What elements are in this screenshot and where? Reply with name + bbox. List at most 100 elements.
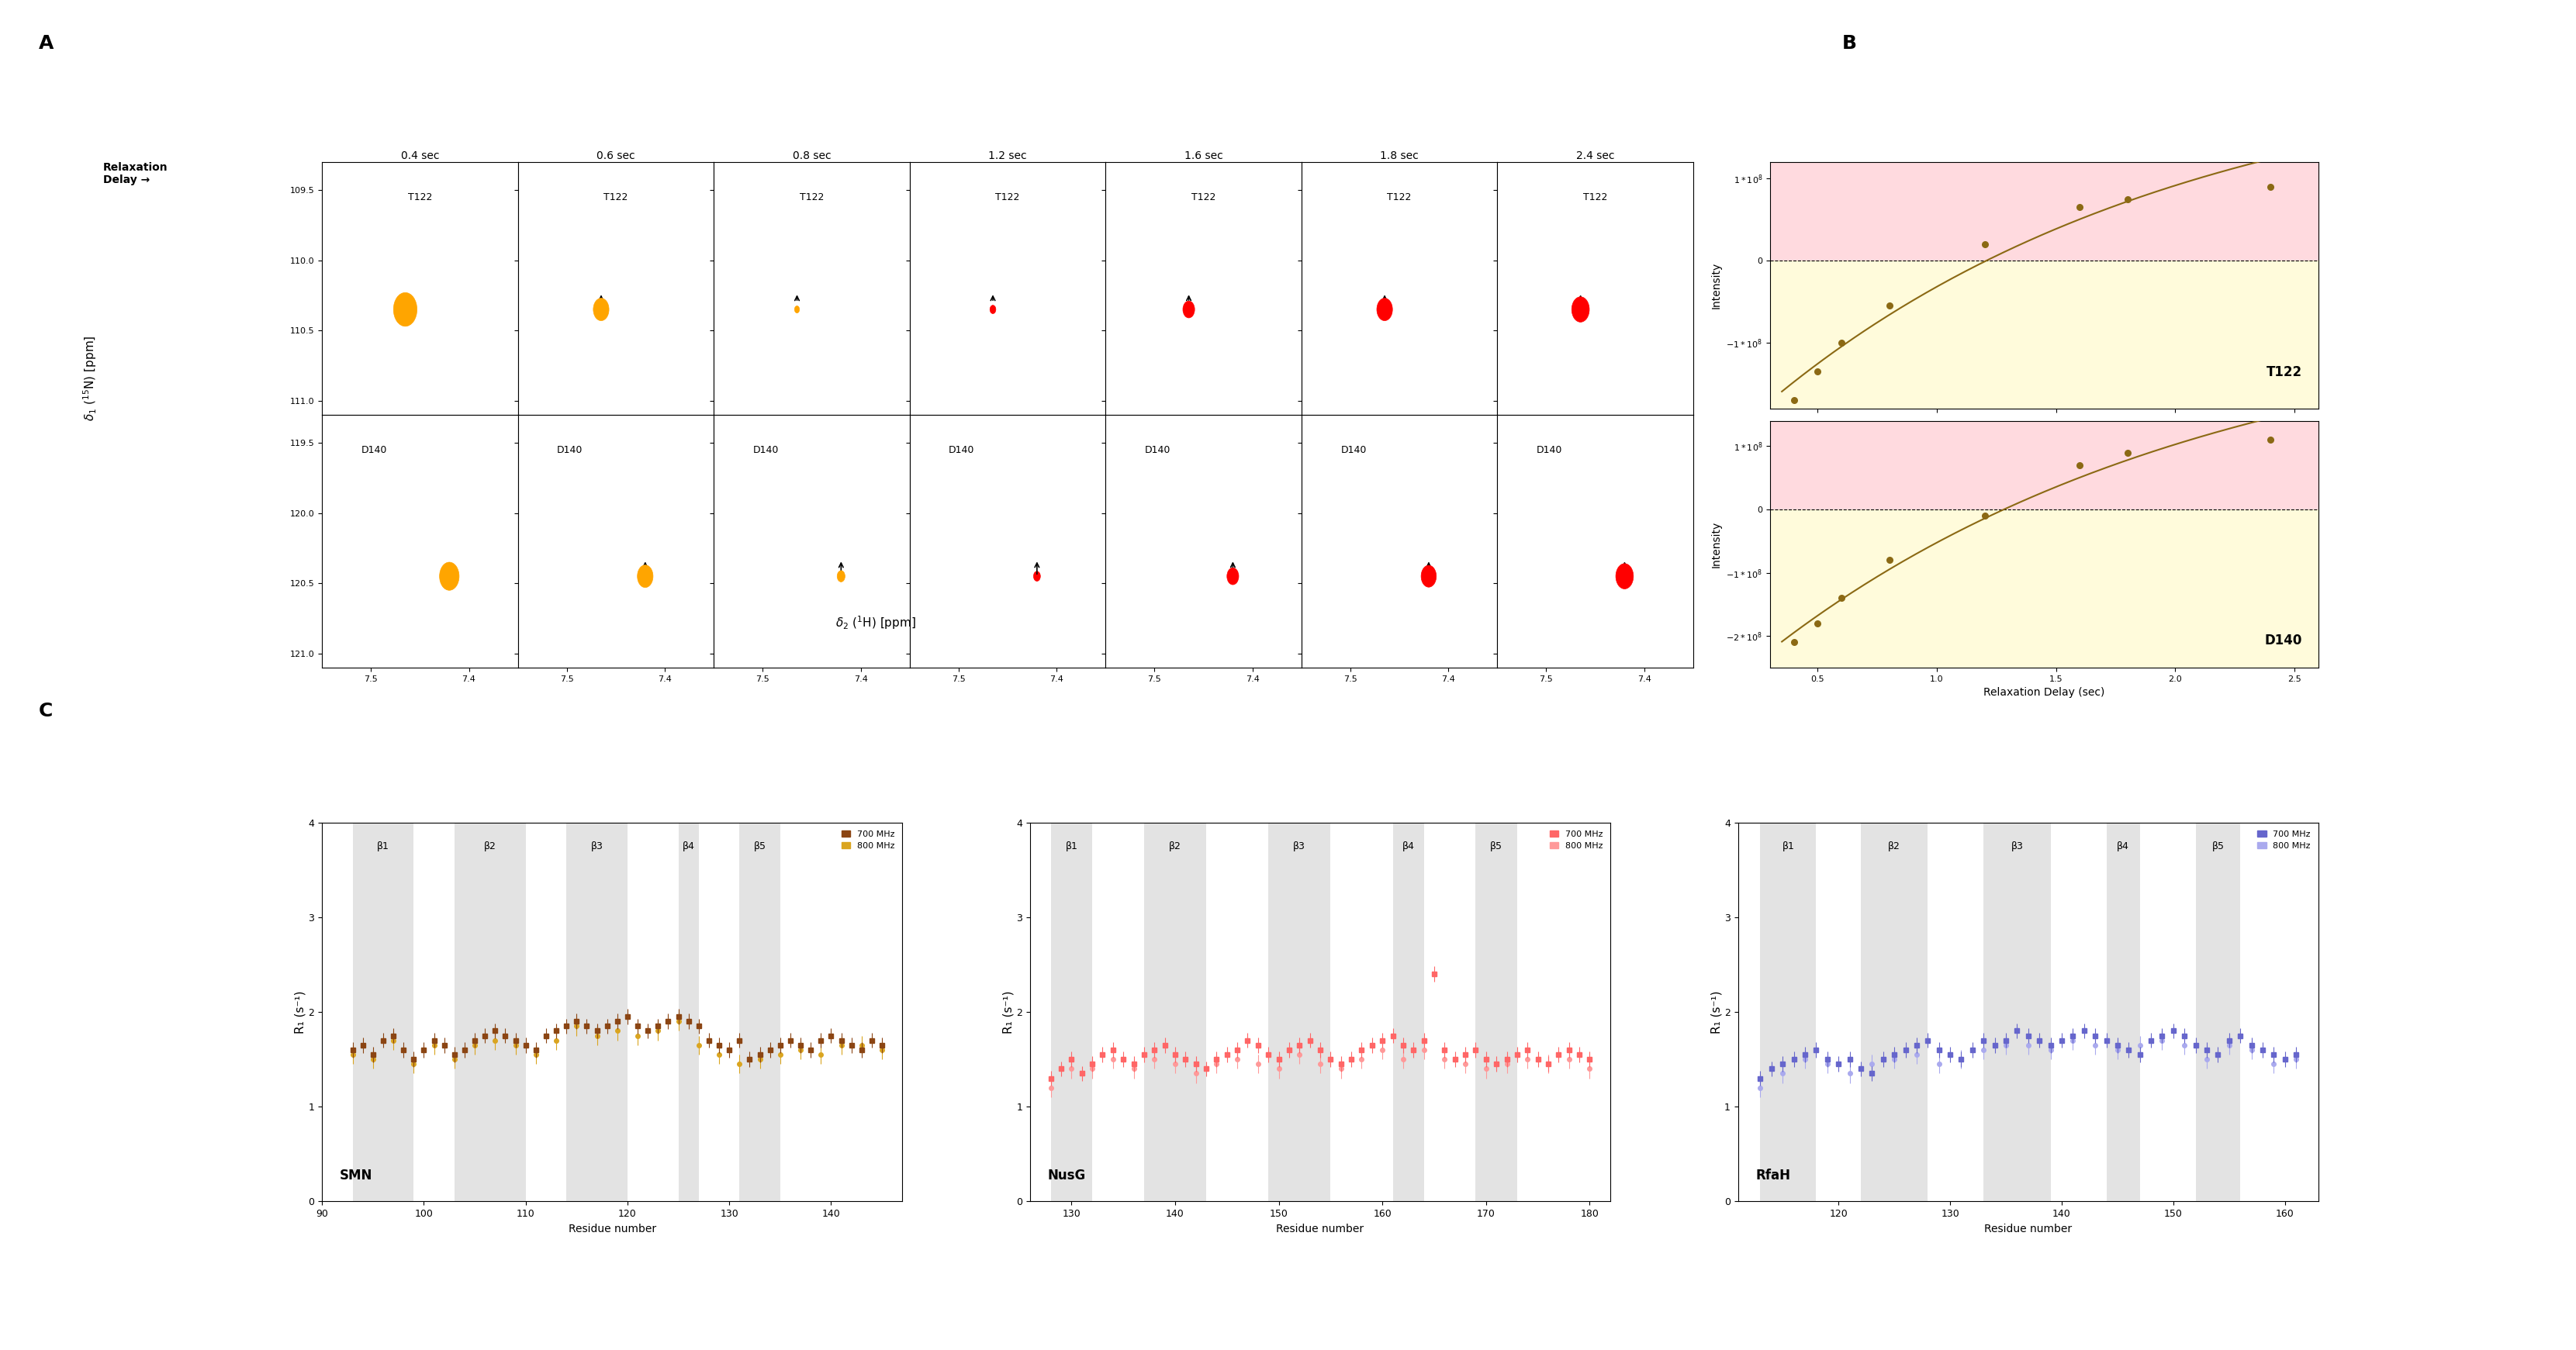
- Ellipse shape: [592, 298, 608, 321]
- Text: NusG: NusG: [1048, 1169, 1084, 1183]
- Y-axis label: Intensity: Intensity: [1710, 521, 1721, 567]
- Bar: [353, 822, 415, 1202]
- X-axis label: Residue number: Residue number: [1275, 1223, 1365, 1234]
- Legend: 700 MHz, 800 MHz: 700 MHz, 800 MHz: [2254, 826, 2313, 853]
- Ellipse shape: [989, 305, 997, 313]
- Ellipse shape: [1577, 305, 1584, 313]
- Ellipse shape: [1615, 563, 1633, 589]
- Bar: [2195, 822, 2241, 1202]
- Ellipse shape: [595, 301, 605, 317]
- Bar: [1144, 822, 1206, 1202]
- Bar: [567, 822, 629, 1202]
- Text: β5: β5: [1489, 841, 1502, 850]
- Ellipse shape: [1623, 574, 1628, 579]
- Ellipse shape: [1231, 574, 1234, 578]
- Bar: [1770, 154, 2318, 261]
- Text: D140: D140: [556, 446, 582, 455]
- Ellipse shape: [641, 572, 649, 580]
- Text: D140: D140: [948, 446, 974, 455]
- Text: β4: β4: [1401, 841, 1414, 850]
- Ellipse shape: [1422, 568, 1435, 585]
- Point: [1772, 632, 1814, 653]
- Bar: [1770, 509, 2318, 687]
- Text: Relaxation
Delay →: Relaxation Delay →: [103, 162, 167, 185]
- Ellipse shape: [1571, 297, 1589, 323]
- Ellipse shape: [837, 571, 845, 582]
- Point: [1798, 613, 1839, 634]
- Point: [2058, 455, 2099, 477]
- Bar: [1394, 822, 1425, 1202]
- Text: β2: β2: [1170, 841, 1182, 850]
- Title: 1.8 sec: 1.8 sec: [1381, 150, 1419, 161]
- Ellipse shape: [1574, 300, 1587, 319]
- Text: T122: T122: [407, 192, 433, 202]
- Ellipse shape: [394, 293, 417, 327]
- Point: [1821, 332, 1862, 354]
- Title: 0.6 sec: 0.6 sec: [598, 150, 636, 161]
- Bar: [2107, 822, 2141, 1202]
- Ellipse shape: [1422, 566, 1437, 587]
- Bar: [1984, 822, 2050, 1202]
- Text: D140: D140: [1535, 446, 1561, 455]
- Ellipse shape: [837, 572, 845, 580]
- Title: 2.4 sec: 2.4 sec: [1577, 150, 1615, 161]
- Text: T122: T122: [2267, 365, 2303, 379]
- Ellipse shape: [448, 574, 451, 578]
- Text: C: C: [39, 702, 54, 721]
- Ellipse shape: [992, 306, 994, 312]
- Ellipse shape: [402, 304, 410, 315]
- Ellipse shape: [1620, 570, 1631, 583]
- Ellipse shape: [443, 568, 456, 585]
- Point: [1821, 587, 1862, 609]
- Ellipse shape: [1185, 305, 1193, 313]
- X-axis label: Relaxation Delay (sec): Relaxation Delay (sec): [1984, 687, 2105, 698]
- Text: β1: β1: [1783, 841, 1795, 850]
- Text: β4: β4: [683, 841, 696, 850]
- X-axis label: Residue number: Residue number: [569, 1223, 657, 1234]
- X-axis label: Residue number: Residue number: [1984, 1223, 2071, 1234]
- Ellipse shape: [1381, 304, 1388, 315]
- Ellipse shape: [1620, 571, 1628, 580]
- Ellipse shape: [793, 306, 799, 313]
- Point: [2249, 176, 2290, 197]
- Y-axis label: R₁ (s⁻¹): R₁ (s⁻¹): [1002, 991, 1015, 1034]
- Text: $\delta_2$ ($^1$H) [ppm]: $\delta_2$ ($^1$H) [ppm]: [835, 614, 917, 630]
- Ellipse shape: [644, 574, 647, 579]
- Ellipse shape: [1378, 301, 1391, 317]
- Text: β3: β3: [2012, 841, 2022, 850]
- Text: β5: β5: [2213, 841, 2223, 850]
- Title: 1.6 sec: 1.6 sec: [1185, 150, 1224, 161]
- Point: [2107, 188, 2148, 209]
- Ellipse shape: [446, 571, 453, 582]
- Text: β3: β3: [1293, 841, 1306, 850]
- Point: [1868, 549, 1909, 571]
- Text: β5: β5: [755, 841, 765, 850]
- Legend: 700 MHz, 800 MHz: 700 MHz, 800 MHz: [1546, 826, 1605, 853]
- Title: 0.8 sec: 0.8 sec: [793, 150, 832, 161]
- Point: [1963, 505, 2004, 526]
- Ellipse shape: [397, 297, 415, 323]
- Point: [1798, 360, 1839, 382]
- Ellipse shape: [600, 306, 603, 312]
- Legend: 700 MHz, 800 MHz: 700 MHz, 800 MHz: [837, 826, 899, 853]
- Ellipse shape: [1577, 304, 1584, 316]
- Ellipse shape: [639, 568, 652, 585]
- Text: B: B: [1842, 34, 1857, 53]
- Text: D140: D140: [361, 446, 386, 455]
- Ellipse shape: [1383, 306, 1386, 313]
- Ellipse shape: [440, 566, 456, 587]
- Ellipse shape: [446, 572, 451, 579]
- Bar: [1770, 414, 2318, 509]
- Text: D140: D140: [752, 446, 778, 455]
- Text: T122: T122: [1386, 192, 1412, 202]
- Point: [2058, 196, 2099, 217]
- Ellipse shape: [1188, 308, 1190, 312]
- Ellipse shape: [1427, 574, 1430, 579]
- Ellipse shape: [636, 566, 654, 587]
- Bar: [453, 822, 526, 1202]
- Ellipse shape: [1579, 306, 1582, 312]
- Bar: [1476, 822, 1517, 1202]
- Bar: [1770, 261, 2318, 425]
- Text: β1: β1: [376, 841, 389, 850]
- Title: 0.4 sec: 0.4 sec: [402, 150, 438, 161]
